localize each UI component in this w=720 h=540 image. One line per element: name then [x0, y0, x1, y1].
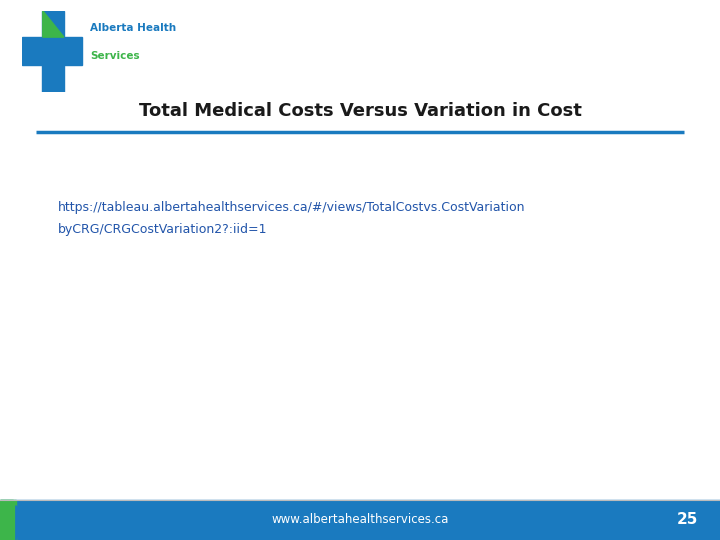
Text: 25: 25 [677, 512, 698, 527]
Text: www.albertahealthservices.ca: www.albertahealthservices.ca [271, 513, 449, 526]
Bar [0, 500, 720, 540]
Text: Services: Services [90, 51, 140, 62]
Polygon shape [0, 500, 16, 540]
Text: byCRG/CRGCostVariation2?:iid=1: byCRG/CRGCostVariation2?:iid=1 [58, 223, 267, 236]
Text: Alberta Health: Alberta Health [90, 23, 176, 33]
Polygon shape [16, 505, 23, 540]
Bar [22, 37, 82, 65]
Polygon shape [42, 11, 64, 37]
Bar [42, 11, 64, 92]
Text: Total Medical Costs Versus Variation in Cost: Total Medical Costs Versus Variation in … [138, 102, 582, 120]
Bar [0, 500, 13, 540]
Text: https://tableau.albertahealthservices.ca/#/views/TotalCostvs.CostVariation: https://tableau.albertahealthservices.ca… [58, 201, 525, 214]
